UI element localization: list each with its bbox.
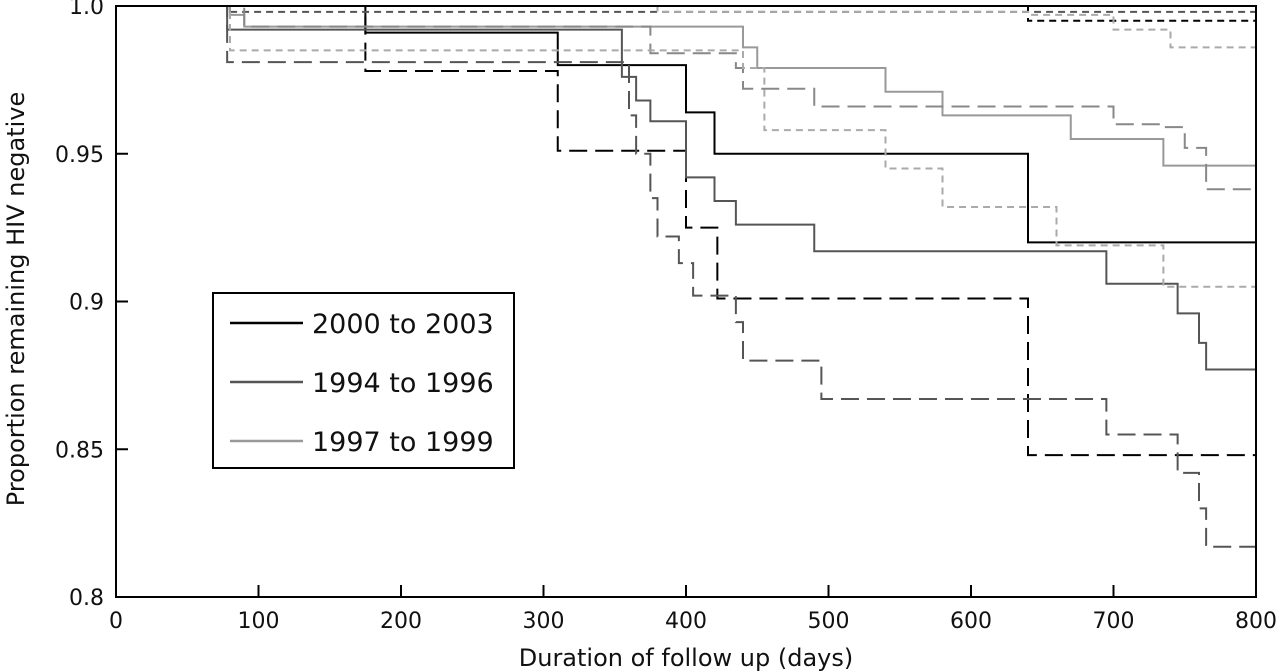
x-tick-label: 200 [380,609,422,634]
series-line-10 [116,5,1256,49]
y-tick-label: 0.85 [55,438,104,463]
y-tick-label: 0.9 [69,291,104,316]
series-line-6 [116,5,1256,13]
legend-label: 1997 to 1999 [312,427,494,458]
legend-label: 2000 to 2003 [312,309,494,340]
series-line-2 [116,5,1256,457]
x-axis-title: Duration of follow up (days) [519,644,854,672]
series-line-4 [116,5,1256,371]
y-tick-label: 0.8 [69,586,104,611]
x-tick-label: 700 [1093,609,1135,634]
legend-label: 1994 to 1996 [312,368,494,399]
x-tick-label: 500 [808,609,850,634]
legend: 2000 to 2003 1994 to 1996 1997 to 1999 [212,292,515,469]
x-tick-label: 800 [1235,609,1277,634]
x-tick-label: 0 [109,609,123,634]
series-line-7 [116,5,1256,167]
series-line-8 [116,5,1256,191]
x-tick-label: 600 [950,609,992,634]
series-line-9 [116,5,1256,288]
tick-labels-layer: 0 100 200 300 400 500 600 700 800 0.8 0.85 0.9 0.95 1… [55,0,1277,634]
x-tick-label: 100 [238,609,280,634]
x-tick-label: 300 [523,609,565,634]
series-line-5 [116,5,1256,548]
series-line-3 [116,5,1256,22]
x-tick-label: 400 [665,609,707,634]
y-tick-label: 0.95 [55,143,104,168]
y-axis-title: Proportion remaining HIV negative [2,92,30,506]
ticks-layer [115,5,1257,598]
y-tick-label: 1.0 [69,0,104,20]
